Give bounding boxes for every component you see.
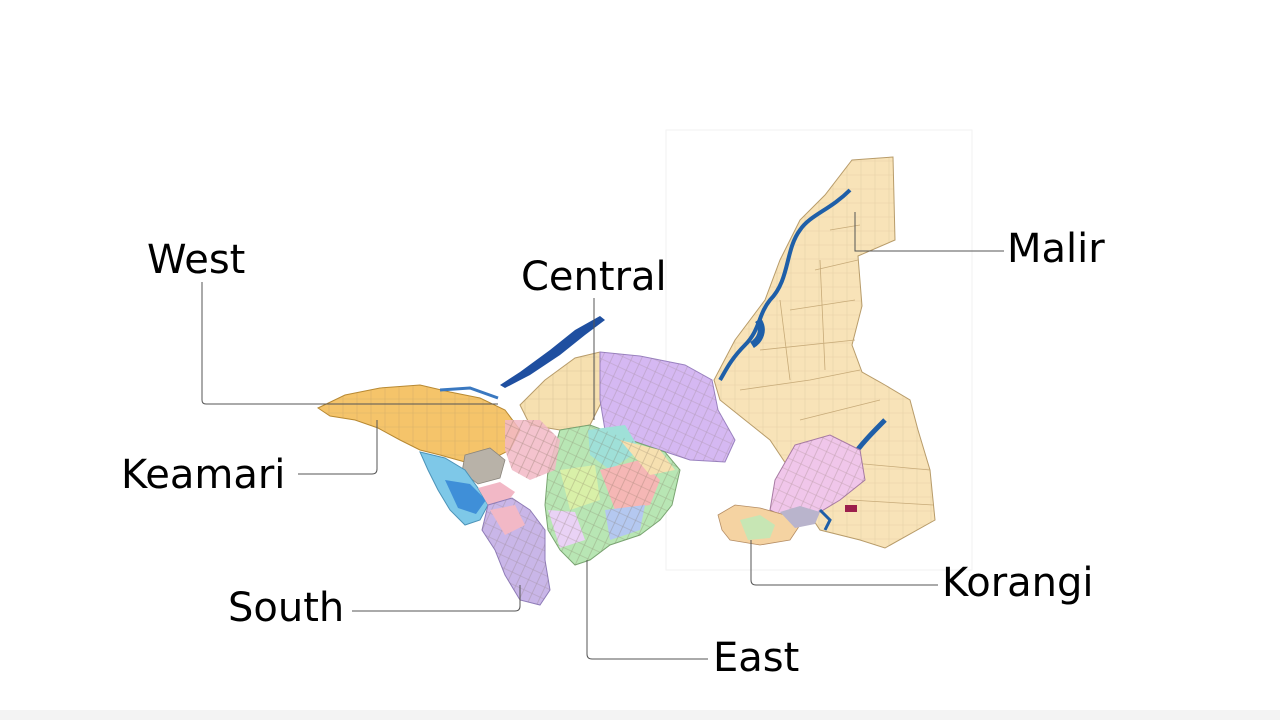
south-district-region [481,497,551,606]
leader-lines [201,212,1004,660]
keamari-district-region [419,451,515,526]
east-district-region [544,424,681,566]
south-leader-line [352,585,521,612]
malir-district-region [713,156,936,549]
district-label-south: South [228,585,345,631]
malir-leader-line [854,212,1004,252]
district-label-east: East [713,635,800,681]
korangi-leader-line [750,540,938,586]
bottom-strip [0,710,1280,720]
district-label-keamari: Keamari [121,452,286,498]
river [500,316,605,388]
korangi-district-region [717,434,866,546]
east-leader-line [586,560,708,660]
district-label-west: West [147,237,246,283]
district-label-central: Central [521,254,667,300]
central-district-region [519,351,613,431]
district-label-korangi: Korangi [942,560,1094,606]
west-leader-line [201,282,498,405]
purple-zone [599,351,736,463]
keamari-leader-line [298,420,378,475]
district-label-malir: Malir [1007,226,1105,272]
